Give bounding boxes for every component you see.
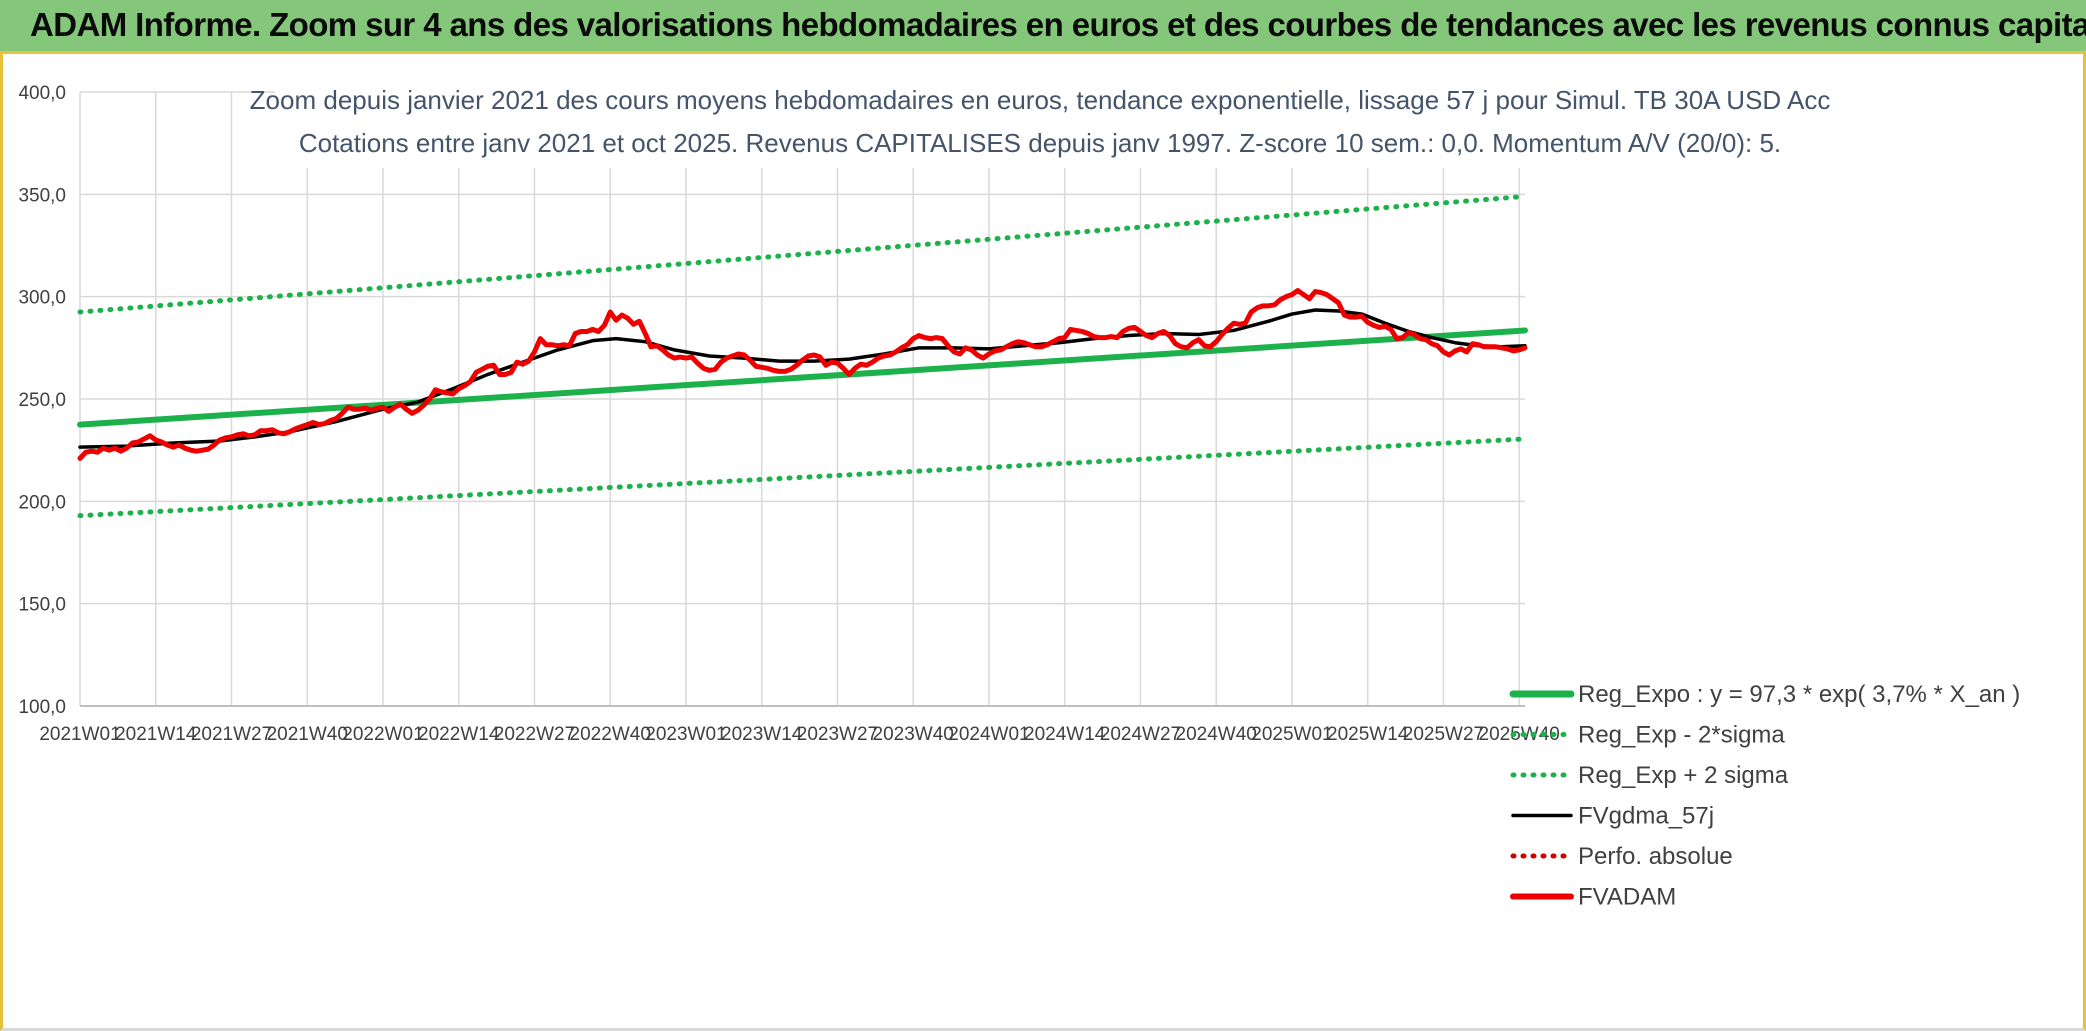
y-tick-label: 400,0 [18, 83, 66, 104]
x-tick-label: 2023W14 [721, 724, 803, 745]
chart-title-background [275, 78, 1803, 168]
x-tick-label: 2024W40 [1176, 724, 1257, 745]
legend-label-fvadam: FVADAM [1578, 884, 1676, 911]
legend: Reg_Expo : y = 97,3 * exp( 3,7% * X_an )… [1509, 681, 2020, 911]
x-tick-label: 2023W40 [873, 724, 954, 745]
x-tick-label: 2022W14 [418, 724, 500, 745]
grid-layer [79, 91, 1525, 707]
x-tick-label: 2025W27 [1403, 724, 1484, 745]
x-tick-label: 2022W01 [342, 724, 423, 745]
y-tick-label: 200,0 [18, 492, 66, 513]
x-tick-label: 2024W01 [948, 724, 1029, 745]
header-banner: ADAM Informe. Zoom sur 4 ans des valoris… [0, 0, 2086, 54]
y-tick-label: 250,0 [18, 390, 66, 411]
x-tick-label: 2022W27 [494, 724, 575, 745]
y-tick-label: 350,0 [18, 185, 66, 206]
series-line-reg_expo [77, 327, 1528, 428]
series-line-reg_minus [77, 436, 1528, 519]
x-tick-label: 2024W14 [1024, 724, 1106, 745]
series-line-reg_plus [77, 193, 1528, 315]
chart-title-line-1: Zoom depuis janvier 2021 des cours moyen… [250, 85, 1831, 115]
chart-title-line-2: Cotations entre janv 2021 et oct 2025. R… [299, 128, 1781, 158]
legend-label-fvgdma: FVgdma_57j [1578, 803, 1714, 830]
x-tick-label: 2021W01 [39, 724, 120, 745]
legend-label-reg_expo: Reg_Expo : y = 97,3 * exp( 3,7% * X_an ) [1578, 681, 2020, 708]
x-tick-label: 2022W40 [570, 724, 651, 745]
x-tick-label: 2023W01 [645, 724, 726, 745]
x-tick-label: 2025W14 [1327, 724, 1409, 745]
series-layer [77, 193, 1528, 519]
chart-title-block: Zoom depuis janvier 2021 des cours moyen… [250, 78, 1831, 168]
page-title: ADAM Informe. Zoom sur 4 ans des valoris… [30, 6, 2086, 43]
legend-label-reg_minus: Reg_Exp - 2*sigma [1578, 722, 1785, 749]
x-tick-label: 2024W27 [1100, 724, 1181, 745]
x-tick-label: 2021W27 [191, 724, 272, 745]
x-tick-label: 2023W27 [797, 724, 878, 745]
chart-frame [0, 54, 2086, 1031]
y-tick-label: 150,0 [18, 595, 66, 616]
x-tick-label: 2021W14 [115, 724, 197, 745]
y-tick-label: 300,0 [18, 288, 66, 309]
legend-label-perfo: Perfo. absolue [1578, 843, 1733, 870]
axis-layer: 100,0 150,0 200,0 250,0 300,0 350,0 400,0 2021W… [18, 83, 1559, 745]
x-tick-label: 2021W40 [267, 724, 348, 745]
x-tick-label: 2025W01 [1251, 724, 1332, 745]
series-line-fvadam [77, 288, 1528, 461]
y-tick-label: 100,0 [18, 697, 66, 718]
legend-label-reg_plus: Reg_Exp + 2 sigma [1578, 762, 1789, 789]
x-tick-label: 2025W40 [1479, 724, 1560, 745]
